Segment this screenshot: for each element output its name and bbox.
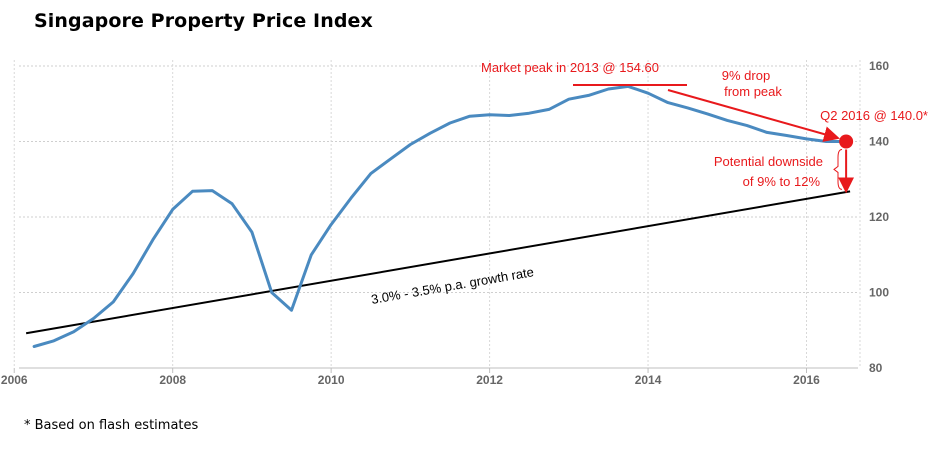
drop-label-line1: 9% drop [722,68,770,83]
y-axis-ticks: 80 100 120 140 160 [869,59,889,375]
x-tick-label: 2012 [476,373,503,387]
downside-bracket [833,149,843,190]
trend-line [25,190,851,335]
x-tick-label: 2014 [635,373,662,387]
x-tick-label: 2010 [318,373,345,387]
y-tick-label: 140 [869,135,889,149]
peak-label: Market peak in 2013 @ 154.60 [481,60,659,75]
current-point-marker [839,134,854,149]
y-tick-label: 100 [869,286,889,300]
x-tick-label: 2008 [159,373,186,387]
x-axis-ticks: 2006 2008 2010 2012 2014 2016 [1,373,820,387]
drop-arrow [667,89,840,142]
x-tick-label: 2006 [1,373,28,387]
y-tick-label: 80 [869,361,883,375]
chart-title: Singapore Property Price Index [34,10,373,32]
y-tick-label: 160 [869,59,889,73]
drop-label-line2: from peak [724,84,782,99]
x-tick-label: 2016 [793,373,820,387]
annotations-group: Market peak in 2013 @ 154.60 9% dropfrom … [481,60,928,194]
series-group [32,84,848,348]
gridlines [13,60,861,373]
footnote: * Based on flash estimates [24,418,199,433]
downside-label-line1: Potential downside [714,154,823,169]
trend-line-group: 3.0% - 3.5% p.a. growth rate [25,190,851,335]
downside-label-line2: of 9% to 12% [743,174,821,189]
series-line [32,84,848,348]
y-tick-label: 120 [869,210,889,224]
current-label: Q2 2016 @ 140.0* [820,108,928,123]
